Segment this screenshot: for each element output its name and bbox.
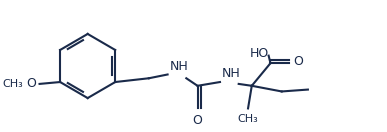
Text: CH₃: CH₃	[2, 79, 23, 89]
Text: CH₃: CH₃	[238, 114, 259, 124]
Text: O: O	[193, 114, 202, 127]
Text: NH: NH	[222, 67, 241, 80]
Text: NH: NH	[170, 60, 188, 73]
Text: HO: HO	[249, 47, 269, 60]
Text: O: O	[27, 77, 36, 90]
Text: O: O	[293, 55, 303, 68]
